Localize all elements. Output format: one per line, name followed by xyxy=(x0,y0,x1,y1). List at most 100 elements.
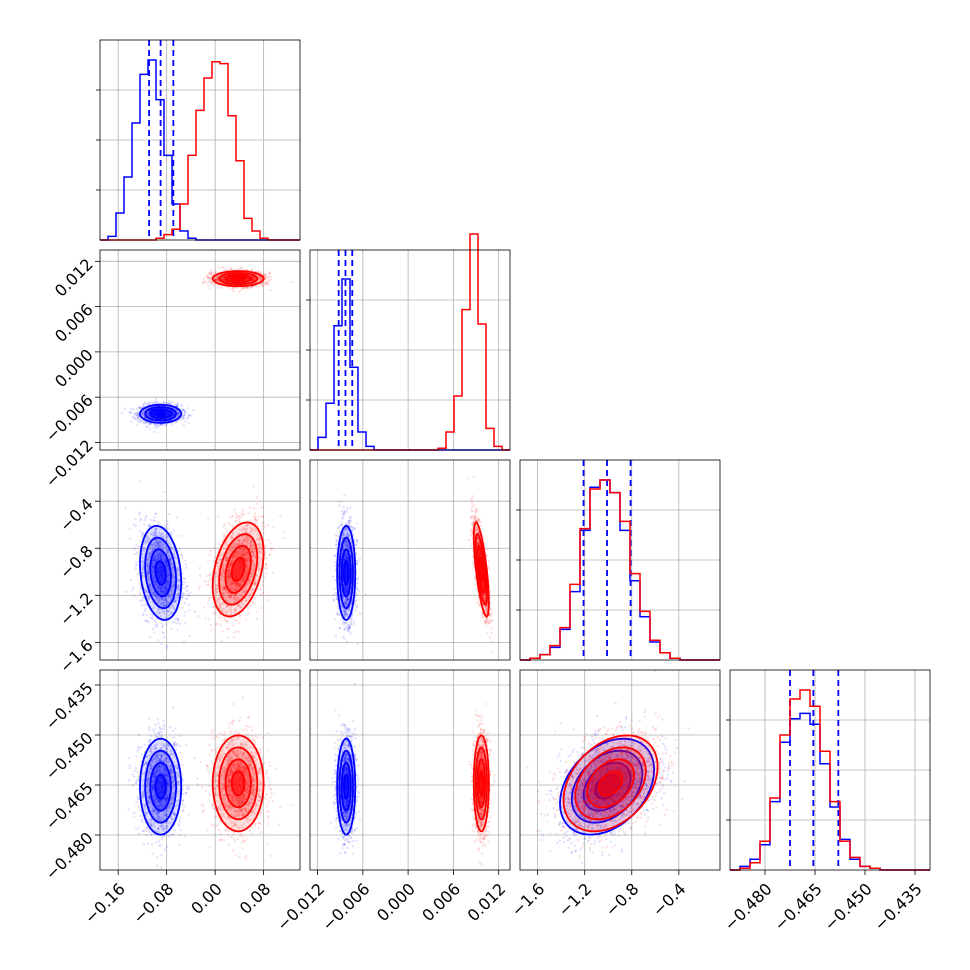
scatter-point xyxy=(337,526,340,530)
scatter-point xyxy=(176,402,179,405)
scatter-point xyxy=(171,414,174,418)
series-0-2d-1-0 xyxy=(120,397,195,434)
scatter-point xyxy=(154,426,158,430)
scatter-point xyxy=(333,578,337,582)
scatter-point xyxy=(176,411,179,414)
scatter-point xyxy=(176,419,179,423)
scatter-point xyxy=(334,591,337,595)
scatter-point xyxy=(171,412,175,415)
scatter-point xyxy=(155,424,158,427)
scatter-point xyxy=(138,530,142,533)
scatter-point xyxy=(182,641,186,644)
scatter-point xyxy=(154,512,158,516)
scatter-point xyxy=(170,423,174,427)
scatter-point xyxy=(341,516,344,519)
scatter-point xyxy=(162,400,165,404)
scatter-point xyxy=(162,402,165,405)
scatter-point xyxy=(142,563,145,566)
scatter-point xyxy=(146,414,150,417)
scatter-point xyxy=(355,605,358,608)
scatter-point xyxy=(182,416,186,420)
scatter-point xyxy=(196,777,199,780)
scatter-point xyxy=(128,767,132,770)
scatter-point xyxy=(138,418,142,421)
scatter-point xyxy=(184,743,188,747)
scatter-point xyxy=(161,624,165,628)
scatter-point xyxy=(183,414,186,417)
scatter-point xyxy=(138,592,141,596)
scatter-point xyxy=(177,412,180,415)
scatter-point xyxy=(184,622,187,625)
scatter-point xyxy=(147,571,150,574)
scatter-point xyxy=(148,636,151,639)
scatter-point xyxy=(160,642,163,646)
panel-2-1 xyxy=(310,460,510,660)
scatter-point xyxy=(128,528,131,531)
scatter-point xyxy=(136,563,139,567)
scatter-point xyxy=(160,866,163,870)
scatter-point xyxy=(147,413,150,416)
scatter-point xyxy=(153,557,156,560)
scatter-point xyxy=(335,538,338,542)
scatter-point xyxy=(148,422,152,425)
scatter-point xyxy=(138,420,142,424)
scatter-point xyxy=(134,552,137,556)
scatter-point xyxy=(342,635,345,639)
scatter-point xyxy=(165,539,168,542)
scatter-point xyxy=(349,632,353,635)
scatter-point xyxy=(130,420,133,423)
scatter-point xyxy=(355,540,359,543)
scatter-point xyxy=(349,622,352,626)
scatter-point xyxy=(132,416,135,420)
series-0-2d-2-0 xyxy=(124,480,196,650)
scatter-point xyxy=(145,421,149,425)
scatter-point xyxy=(332,575,335,579)
scatter-point xyxy=(136,411,139,415)
series-0-2d-2-1 xyxy=(332,494,367,646)
scatter-point xyxy=(141,531,145,535)
scatter-point xyxy=(188,594,191,598)
scatter-point xyxy=(138,406,141,410)
scatter-point xyxy=(171,411,174,415)
scatter-point xyxy=(166,412,170,415)
scatter-point xyxy=(155,534,159,538)
scatter-point xyxy=(167,412,170,416)
scatter-point xyxy=(162,719,166,723)
scatter-point xyxy=(183,559,187,563)
scatter-point xyxy=(152,414,156,417)
scatter-point xyxy=(182,424,185,427)
scatter-point xyxy=(131,783,134,787)
scatter-point xyxy=(167,573,170,577)
scatter-point xyxy=(145,425,148,428)
scatter-point xyxy=(164,587,167,590)
scatter-point xyxy=(166,519,169,523)
scatter-point xyxy=(144,607,147,610)
scatter-point xyxy=(147,412,150,416)
scatter-point xyxy=(184,581,187,584)
scatter-point xyxy=(135,407,139,411)
scatter-point xyxy=(159,590,162,594)
scatter-point xyxy=(183,577,187,581)
scatter-point xyxy=(136,413,139,416)
scatter-point xyxy=(350,616,353,620)
scatter-point xyxy=(182,414,185,417)
scatter-point xyxy=(185,597,189,600)
scatter-point xyxy=(332,599,335,602)
scatter-point xyxy=(136,572,140,575)
scatter-point xyxy=(343,494,346,497)
scatter-point xyxy=(158,587,162,591)
scatter-point xyxy=(143,415,146,418)
scatter-point xyxy=(167,835,170,838)
scatter-point xyxy=(349,516,353,519)
scatter-point xyxy=(170,546,174,550)
scatter-point xyxy=(185,566,188,570)
scatter-point xyxy=(165,581,169,584)
scatter-point xyxy=(138,406,142,410)
scatter-point xyxy=(166,413,169,416)
scatter-point xyxy=(151,412,154,416)
scatter-point xyxy=(364,593,367,596)
scatter-point xyxy=(145,403,148,406)
panel-1-1 xyxy=(310,250,510,450)
scatter-point xyxy=(176,412,180,415)
